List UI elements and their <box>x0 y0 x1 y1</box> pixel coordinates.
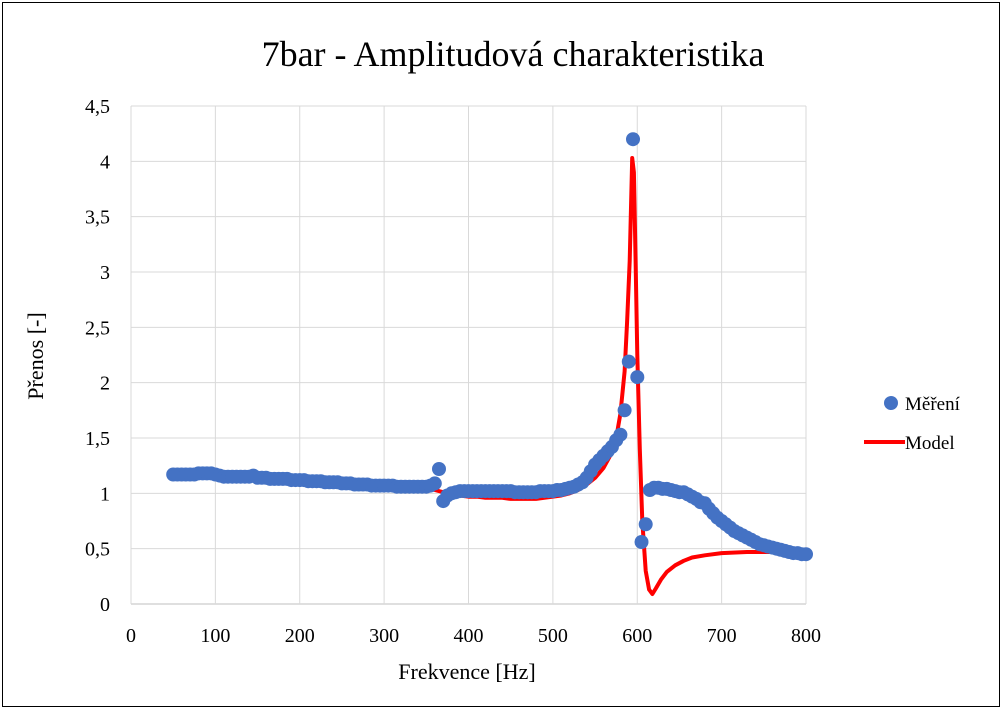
data-point <box>427 476 442 491</box>
x-tick-label: 600 <box>622 625 652 647</box>
x-tick-label: 0 <box>126 625 136 647</box>
data-point <box>613 427 628 442</box>
x-tick-label: 500 <box>538 625 568 647</box>
y-tick-label: 4,5 <box>85 96 110 118</box>
data-point <box>621 354 636 369</box>
x-tick-labels: 0 100 200 300 400 500 600 700 800 <box>126 625 821 647</box>
y-tick-label: 1 <box>100 483 110 505</box>
measurement-series <box>166 132 813 562</box>
legend-marker-mereni <box>884 396 898 410</box>
legend-label-model: Model <box>905 433 955 454</box>
x-axis-title: Frekvence [Hz] <box>398 659 535 684</box>
y-axis-title: Přenos [-] <box>23 312 48 399</box>
y-tick-label: 1,5 <box>85 428 110 450</box>
data-point <box>634 535 649 549</box>
data-point <box>432 462 446 476</box>
x-tick-label: 100 <box>200 625 230 647</box>
y-tick-label: 0,5 <box>85 539 110 561</box>
data-point <box>626 132 640 147</box>
data-point <box>799 547 813 562</box>
y-tick-label: 3 <box>100 262 110 284</box>
data-point <box>630 370 645 385</box>
grid-lines <box>130 105 807 605</box>
legend-label-mereni: Měření <box>905 394 961 415</box>
x-tick-label: 800 <box>791 625 821 647</box>
x-tick-label: 700 <box>707 625 737 647</box>
y-tick-label: 3,5 <box>85 207 110 229</box>
data-point <box>617 403 632 418</box>
x-tick-label: 300 <box>369 625 399 647</box>
y-tick-label: 2 <box>100 373 110 395</box>
y-tick-label: 2,5 <box>85 317 110 339</box>
y-tick-label: 4 <box>100 151 110 173</box>
chart-title: 7bar - Amplitudová charakteristika <box>262 34 765 74</box>
data-point <box>638 517 653 532</box>
x-tick-label: 200 <box>285 625 315 647</box>
y-tick-labels: 0 0,5 1 1,5 2 2,5 3 3,5 4 4,5 <box>85 96 110 616</box>
x-tick-label: 400 <box>454 625 484 647</box>
legend: Měření Model <box>864 394 961 454</box>
y-tick-label: 0 <box>100 594 110 616</box>
